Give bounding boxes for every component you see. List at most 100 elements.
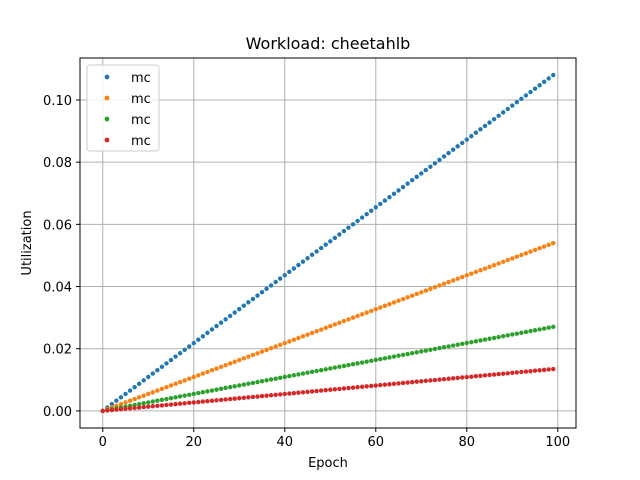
- data-point: [132, 384, 137, 390]
- data-point: [414, 291, 419, 297]
- data-point: [510, 370, 515, 376]
- data-point: [382, 303, 388, 309]
- data-point: [469, 133, 474, 139]
- data-point: [259, 289, 265, 295]
- data-point: [487, 264, 492, 270]
- data-point: [136, 405, 142, 410]
- data-point: [537, 327, 542, 332]
- data-point: [309, 389, 315, 394]
- data-point: [309, 369, 315, 375]
- data-point: [255, 379, 260, 385]
- data-point: [428, 378, 433, 383]
- data-point: [209, 368, 215, 373]
- data-point: [209, 398, 215, 403]
- data-point: [259, 393, 265, 399]
- data-point: [369, 208, 374, 213]
- data-point: [382, 356, 388, 361]
- data-point: [250, 296, 256, 302]
- data-point: [250, 380, 256, 386]
- series-1: [100, 72, 556, 414]
- data-point: [432, 161, 438, 166]
- data-point: [505, 371, 510, 376]
- data-point: [159, 386, 165, 392]
- y-tick-label: 0.10: [43, 94, 72, 109]
- data-point: [318, 245, 324, 251]
- data-point: [146, 400, 151, 405]
- data-point: [400, 380, 406, 386]
- data-point: [250, 352, 256, 358]
- data-point: [300, 371, 306, 376]
- data-point: [177, 394, 183, 399]
- data-point: [255, 394, 260, 399]
- legend-marker: [104, 74, 110, 80]
- data-point: [323, 367, 328, 372]
- data-point: [423, 167, 429, 173]
- chart-title: Workload: cheetahlb: [246, 34, 411, 53]
- data-point: [232, 310, 237, 315]
- data-point: [287, 339, 292, 344]
- data-point: [141, 404, 146, 410]
- data-point: [300, 390, 306, 395]
- data-point: [541, 79, 547, 85]
- data-point: [214, 398, 219, 403]
- data-point: [136, 381, 142, 386]
- data-point: [350, 385, 356, 390]
- legend-label: mc: [131, 71, 151, 86]
- data-point: [305, 389, 310, 395]
- x-tick-label: 20: [185, 435, 202, 450]
- data-point: [100, 408, 105, 414]
- data-point: [528, 368, 533, 374]
- data-point: [259, 349, 265, 354]
- data-point: [551, 72, 556, 78]
- data-point: [241, 395, 247, 400]
- data-point: [187, 400, 192, 406]
- data-point: [273, 392, 278, 398]
- data-point: [350, 362, 356, 367]
- data-point: [273, 376, 278, 381]
- data-point: [118, 401, 124, 407]
- data-point: [259, 378, 265, 384]
- data-point: [332, 365, 338, 370]
- data-point: [241, 303, 247, 308]
- data-point: [369, 383, 374, 389]
- data-point: [537, 368, 542, 373]
- data-point: [473, 130, 479, 135]
- data-point: [155, 403, 160, 409]
- data-point: [205, 389, 210, 394]
- data-point: [282, 340, 287, 346]
- data-point: [414, 174, 419, 180]
- data-point: [455, 375, 460, 381]
- data-point: [373, 205, 378, 210]
- series-3: [100, 324, 556, 414]
- data-point: [469, 271, 474, 276]
- data-point: [278, 342, 283, 348]
- data-point: [341, 228, 347, 234]
- data-point: [551, 324, 556, 330]
- data-point: [364, 384, 369, 389]
- data-point: [196, 337, 201, 342]
- data-point: [478, 268, 483, 273]
- data-point: [323, 387, 328, 393]
- data-point: [405, 181, 410, 186]
- data-point: [541, 244, 547, 249]
- data-point: [205, 330, 210, 336]
- data-point: [487, 372, 492, 378]
- y-axis-label: Utilization: [20, 210, 35, 275]
- legend-box: [86, 64, 160, 152]
- data-point: [155, 398, 160, 403]
- data-point: [227, 313, 233, 319]
- data-point: [460, 140, 465, 146]
- data-point: [500, 110, 506, 115]
- data-point: [168, 357, 174, 363]
- data-point: [341, 363, 347, 369]
- data-point: [441, 376, 447, 382]
- data-point: [496, 334, 501, 340]
- data-point: [450, 376, 456, 381]
- data-point: [164, 361, 169, 366]
- data-point: [378, 201, 383, 207]
- plot-area: [100, 72, 556, 414]
- data-point: [196, 373, 201, 378]
- data-point: [223, 362, 228, 368]
- data-point: [132, 396, 137, 402]
- legend-marker: [104, 116, 110, 122]
